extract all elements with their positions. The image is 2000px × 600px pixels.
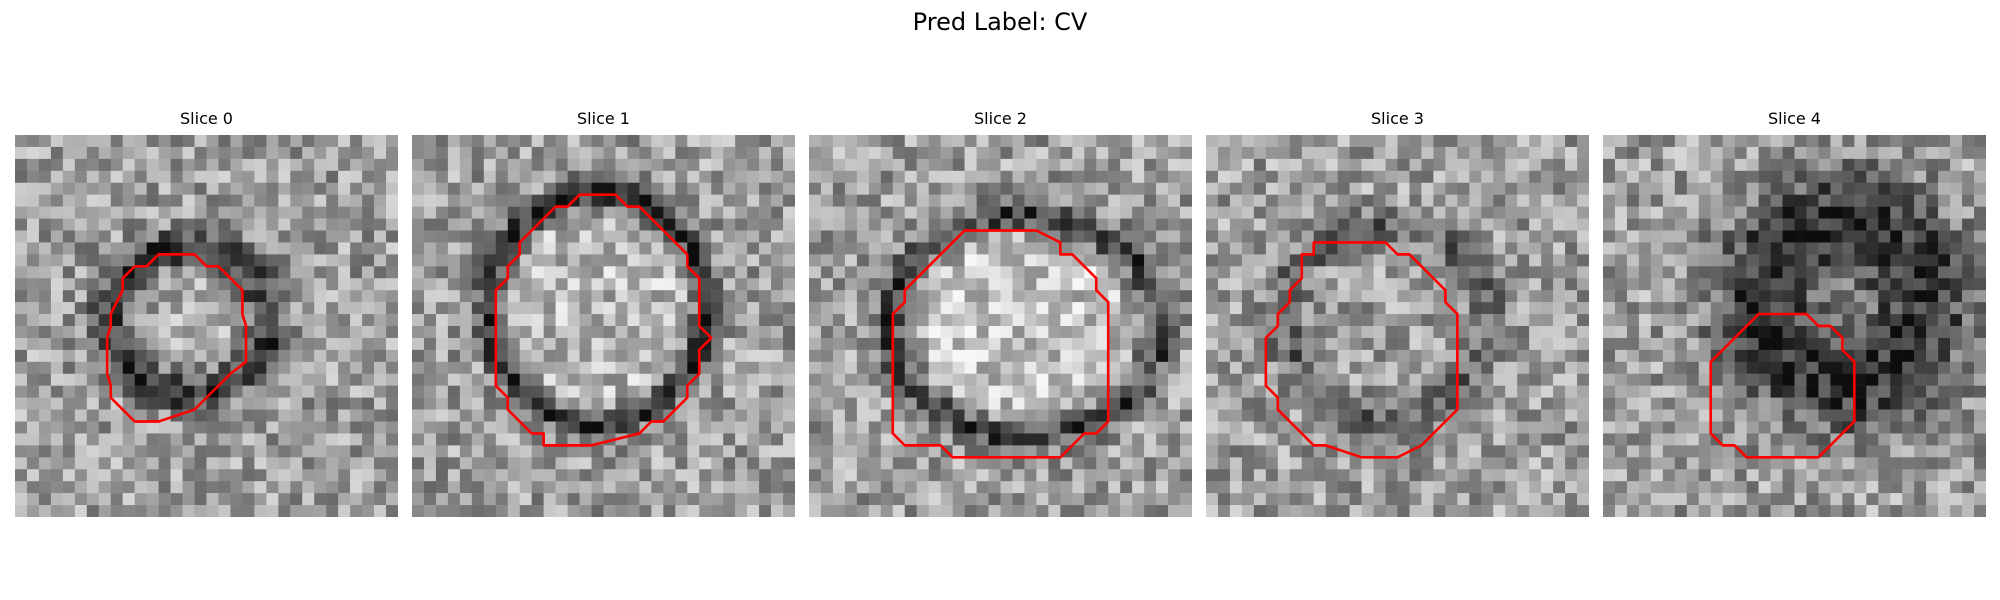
slice-title-3: Slice 3 [1371,109,1424,128]
slice-image-0 [15,135,398,517]
pixel-grid [809,135,1192,517]
segmentation-contour [105,253,248,423]
slice-image-4 [1603,135,1986,517]
slice-panel-1: Slice 1 [412,108,795,517]
segmentation-contour [1709,312,1856,459]
slice-image-2 [809,135,1192,517]
slice-image-3 [1206,135,1589,517]
slice-panel-2: Slice 2 [809,108,1192,517]
slice-title-1: Slice 1 [577,109,630,128]
pixel-grid [412,135,795,517]
slice-title-2: Slice 2 [974,109,1027,128]
slice-title-0: Slice 0 [180,109,233,128]
segmentation-contour [891,229,1110,459]
slice-title-4: Slice 4 [1768,109,1821,128]
slice-panel-4: Slice 4 [1603,108,1986,517]
segmentation-contour [494,193,713,447]
slice-panel-0: Slice 0 [15,108,398,517]
pixel-grid [1603,135,1986,517]
figure-title: Pred Label: CV [912,8,1088,36]
slice-panel-3: Slice 3 [1206,108,1589,517]
pixel-grid [15,135,398,517]
pixel-grid [1206,135,1589,517]
slice-image-1 [412,135,795,517]
segmentation-contour [1264,241,1459,459]
